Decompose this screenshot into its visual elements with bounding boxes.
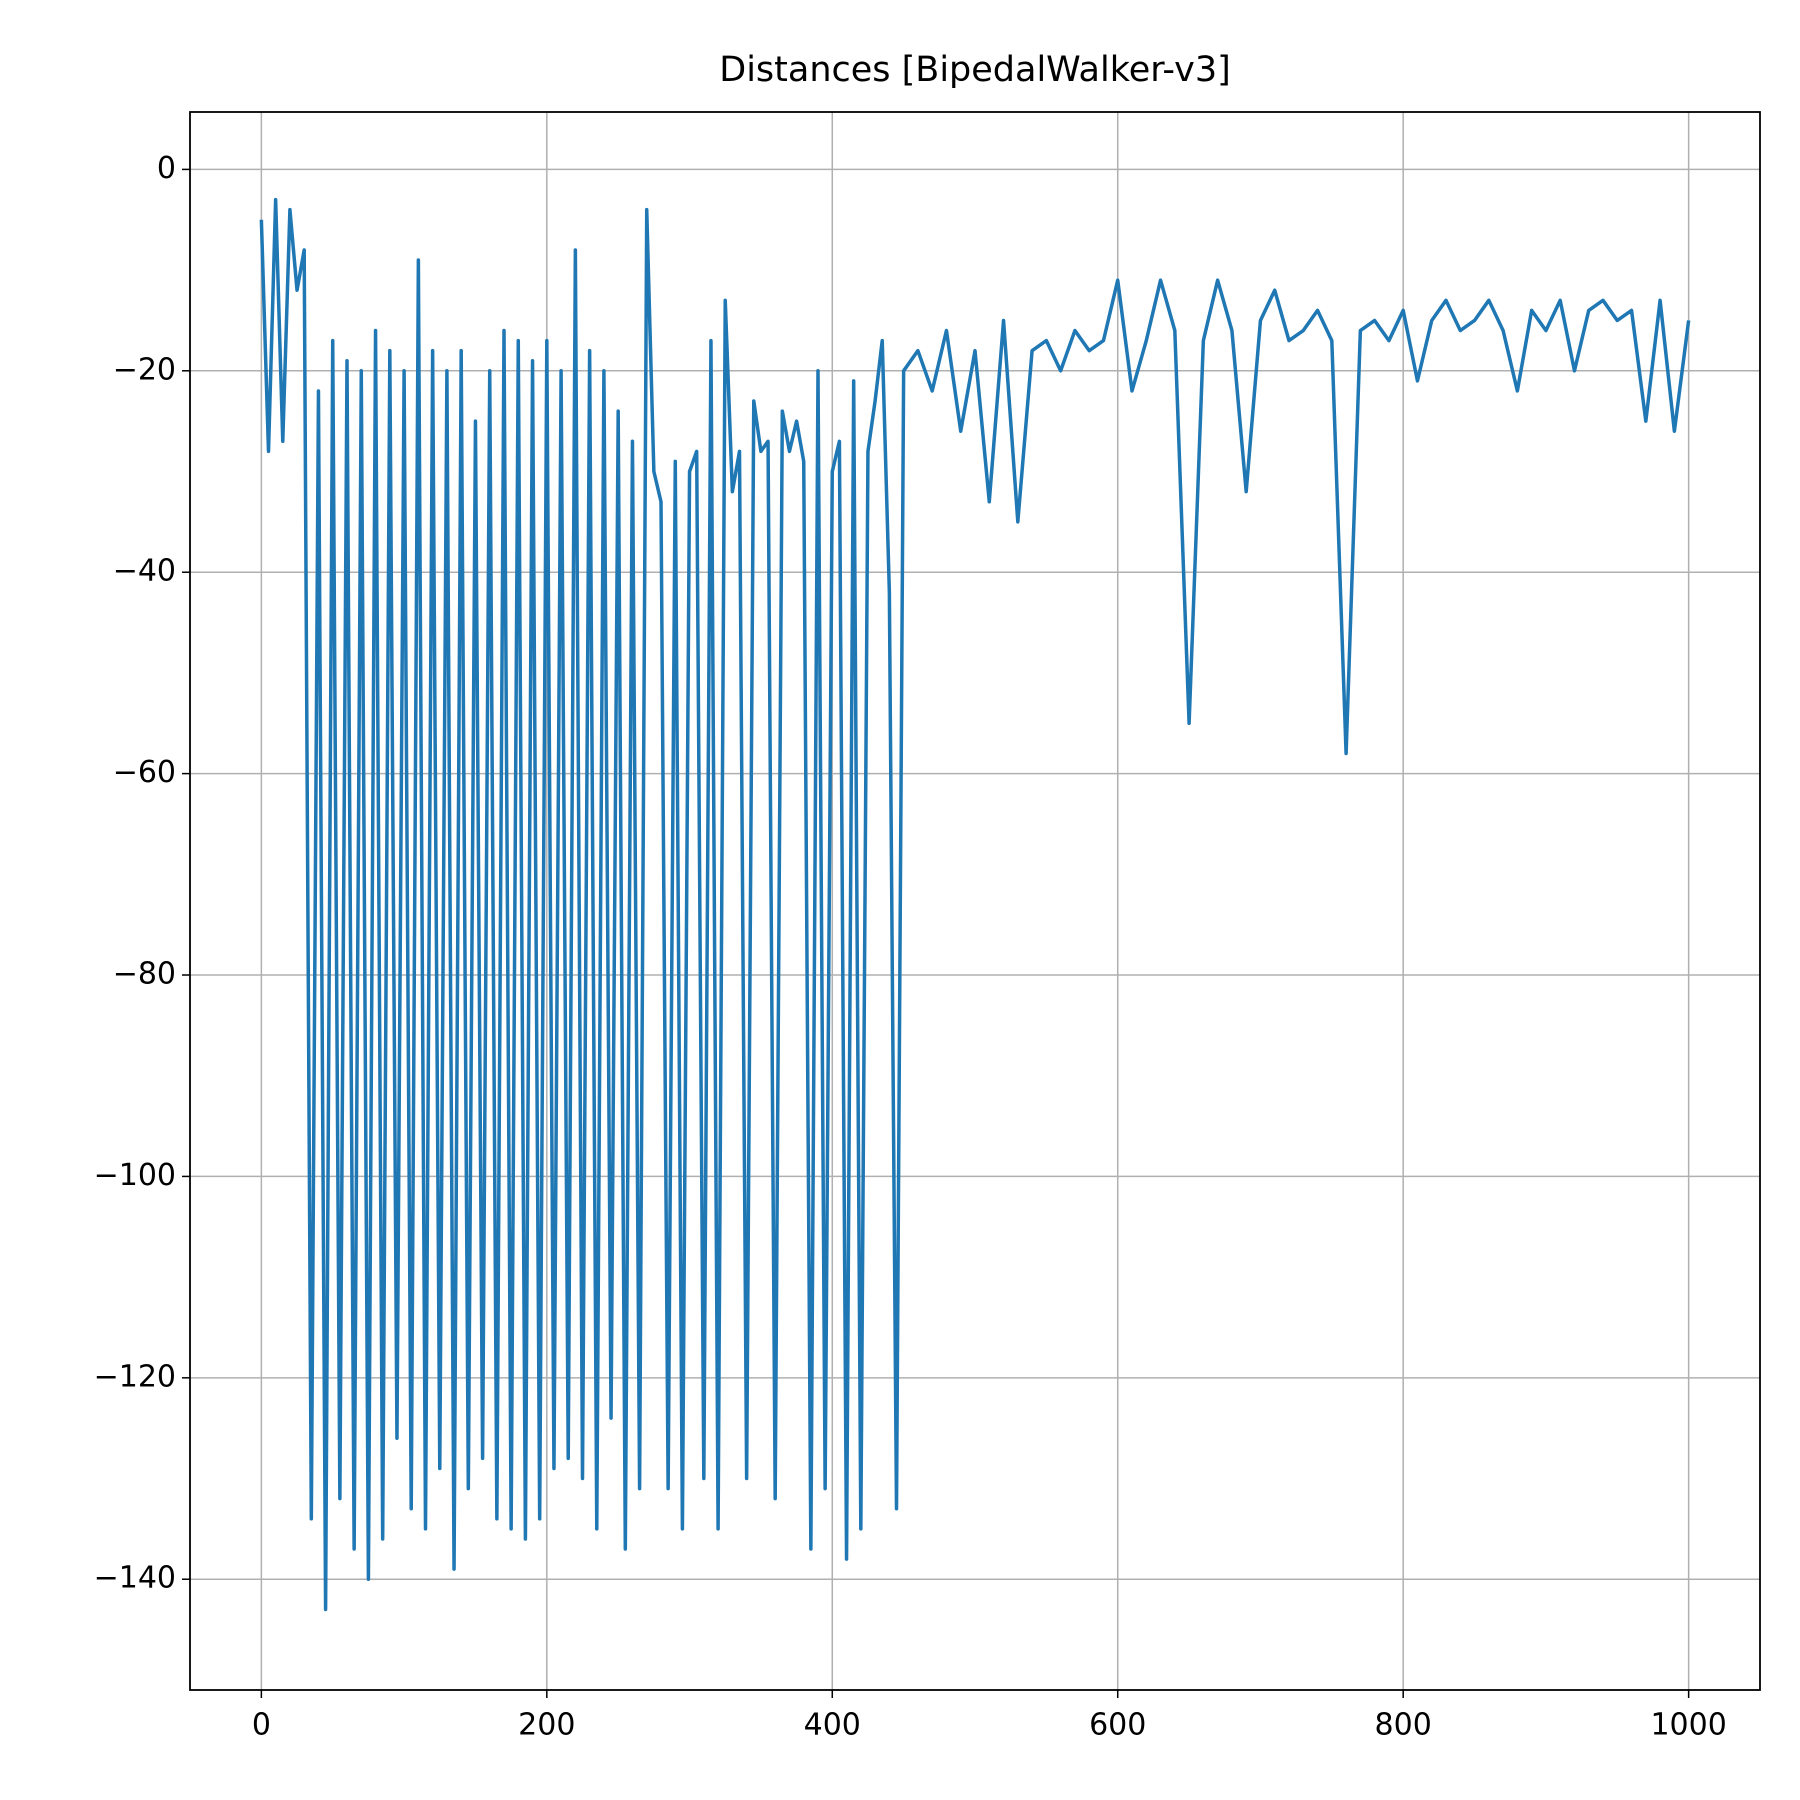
x-tick-label: 1000 (1650, 1708, 1726, 1743)
x-tick-label: 200 (518, 1708, 575, 1743)
x-tick-label: 0 (252, 1708, 271, 1743)
x-tick-label: 600 (1089, 1708, 1146, 1743)
y-tick-label: −80 (113, 957, 176, 992)
chart-title: Distances [BipedalWalker-v3] (719, 50, 1231, 90)
y-tick-label: −120 (94, 1359, 176, 1394)
y-tick-label: −40 (113, 554, 176, 589)
y-tick-label: −60 (113, 755, 176, 790)
y-tick-label: −20 (113, 352, 176, 387)
data-line (259, 197, 1691, 1612)
x-tick-label: 800 (1375, 1708, 1432, 1743)
x-tick-label: 400 (804, 1708, 861, 1743)
y-tick-label: −100 (94, 1158, 176, 1193)
y-tick-label: 0 (157, 151, 176, 186)
y-tick-label: −140 (94, 1561, 176, 1596)
plot-frame (189, 111, 1761, 1691)
